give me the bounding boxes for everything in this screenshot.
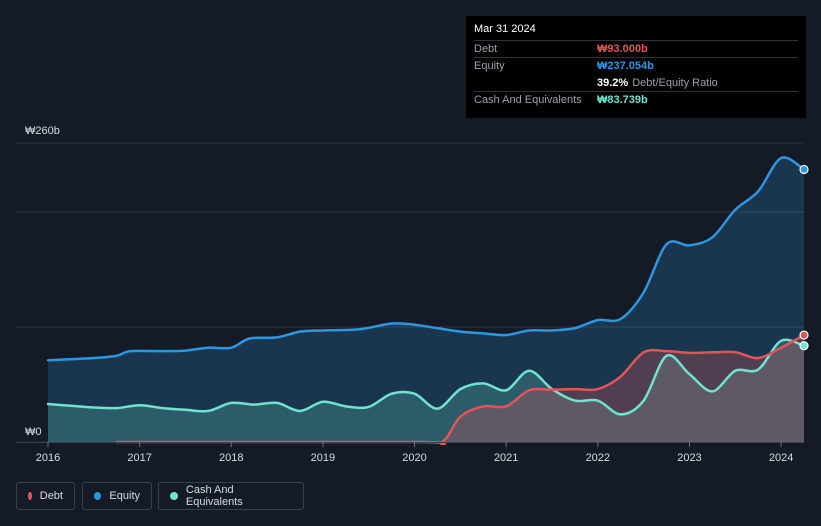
tooltip-row-equity: Equity ₩237.054b [474, 57, 798, 74]
tooltip-cash-value: ₩83.739b [597, 94, 648, 106]
cash-and-equivalents-end-point [799, 341, 809, 351]
x-tick-label: 2021 [494, 452, 518, 464]
cash-and-equivalents-line [46, 338, 806, 416]
legend-debt-label: Debt [39, 490, 63, 502]
x-tick-label: 2017 [127, 452, 151, 464]
legend-equity-button[interactable]: Equity [82, 482, 152, 510]
cash-dot-icon [170, 492, 178, 500]
tooltip-row-debt: Debt ₩93.000b [474, 40, 798, 57]
x-tick-label: 2019 [311, 452, 335, 464]
tooltip-equity-value: ₩237.054b [597, 60, 654, 72]
y-tick-label-top: ₩260b [25, 125, 60, 137]
x-tick-label: 2018 [219, 452, 243, 464]
equity-area [48, 157, 804, 442]
cash-and-equivalents-area [48, 339, 804, 442]
equity-dot-icon [94, 492, 102, 500]
tooltip-ratio-label: Debt/Equity Ratio [632, 76, 718, 89]
tooltip-debt-value: ₩93.000b [597, 43, 648, 55]
x-tick-label: 2024 [769, 452, 793, 464]
legend-debt-button[interactable]: Debt [16, 482, 75, 510]
tooltip-date: Mar 31 2024 [474, 23, 536, 35]
tooltip-equity-label: Equity [474, 60, 505, 72]
x-tick-label: 2023 [677, 452, 701, 464]
y-tick-label-bottom: ₩0 [25, 426, 42, 438]
area-layer [48, 157, 804, 444]
equity-line [46, 156, 806, 362]
x-tick-label: 2016 [36, 452, 60, 464]
x-tick-label: 2020 [402, 452, 426, 464]
x-axis: 2016 2017 2018 2019 2020 2021 2022 2023 2024 [16, 442, 804, 464]
x-tick-label: 2022 [586, 452, 610, 464]
legend-equity-label: Equity [109, 490, 140, 502]
legend-cash-button[interactable]: Cash And Equivalents [158, 482, 304, 510]
debt-area [116, 335, 804, 444]
tooltip-row-cash: Cash And Equivalents ₩83.739b [474, 91, 798, 108]
tooltip-row-ratio: 39.2% Debt/Equity Ratio [474, 74, 798, 91]
tooltip-cash-label: Cash And Equivalents [474, 94, 582, 106]
tooltip-panel: Mar 31 2024 Debt ₩93.000b Equity ₩237.05… [466, 16, 806, 118]
legend-cash-label: Cash And Equivalents [185, 484, 243, 508]
tooltip-ratio-value: 39.2% [597, 76, 629, 89]
tooltip-debt-label: Debt [474, 43, 498, 55]
debt-dot-icon [28, 492, 32, 500]
equity-end-point [799, 164, 809, 175]
debt-end-point [799, 330, 809, 340]
